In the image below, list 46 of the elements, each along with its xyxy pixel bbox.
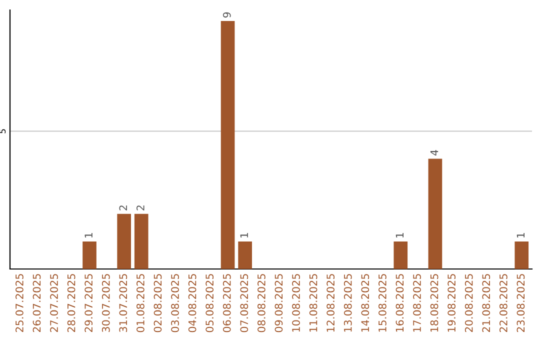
x-tick-label: 14.08.2025 (361, 274, 370, 332)
x-tick-label: 17.08.2025 (413, 274, 421, 332)
x-tick-label: 04.08.2025 (188, 274, 196, 332)
x-tick-label: 20.08.2025 (464, 274, 473, 332)
x-tick-label: 30.07.2025 (102, 274, 110, 332)
x-tick-label: 26.07.2025 (32, 274, 41, 332)
x-tick-label: 01.08.2025 (136, 274, 144, 332)
x-tick-label: 28.07.2025 (67, 274, 76, 332)
x-tick-label: 05.08.2025 (206, 274, 214, 332)
bar (428, 158, 442, 269)
bar (394, 241, 408, 269)
x-tick-label: 09.08.2025 (274, 274, 283, 332)
bar (238, 241, 252, 269)
x-tick-label: 29.07.2025 (84, 274, 93, 332)
x-tick-label: 13.08.2025 (344, 274, 352, 332)
bar (514, 241, 529, 269)
data-label: 9 (222, 12, 231, 18)
x-tick-label: 08.08.2025 (258, 274, 266, 332)
data-label: 1 (240, 233, 248, 238)
data-label: 2 (119, 206, 127, 210)
data-label: 1 (84, 233, 92, 238)
data-label: 1 (396, 233, 404, 238)
x-tick-label: 25.07.2025 (16, 274, 24, 332)
x-tick-label: 31.07.2025 (119, 274, 128, 332)
x-tick-label: 19.08.2025 (448, 274, 456, 332)
data-label: 2 (136, 206, 144, 210)
x-tick-label: 10.08.2025 (292, 274, 300, 332)
x-tick-label: 06.08.2025 (222, 274, 231, 332)
x-tick-label: 03.08.2025 (171, 274, 179, 332)
x-tick-label: 07.08.2025 (240, 274, 248, 332)
data-label: 4 (430, 150, 438, 156)
x-tick-label: 02.08.2025 (154, 274, 162, 332)
bar (134, 214, 148, 269)
bar (117, 214, 131, 269)
x-tick-label: 16.08.2025 (396, 274, 404, 332)
x-tick-label: 23.08.2025 (516, 274, 525, 332)
bar (220, 21, 235, 269)
x-tick-label: 12.08.2025 (326, 274, 335, 332)
data-label: 1 (516, 233, 525, 238)
x-tick-label: 18.08.2025 (430, 274, 438, 332)
x-tick-label: 27.07.2025 (50, 274, 58, 332)
bar (82, 241, 96, 269)
x-tick-label: 21.08.2025 (482, 274, 490, 332)
x-tick-label: 15.08.2025 (378, 274, 386, 332)
x-tick-label: 11.08.2025 (309, 274, 318, 332)
x-tick-label: 22.08.2025 (499, 274, 508, 332)
